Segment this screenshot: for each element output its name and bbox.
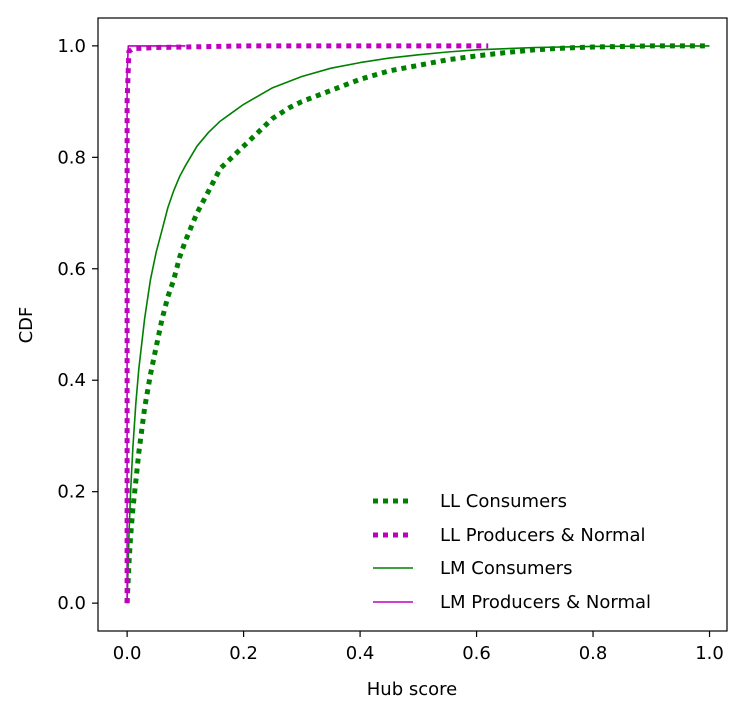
series-line-ll-producers-normal xyxy=(124,43,489,604)
x-axis-label: Hub score xyxy=(367,679,457,700)
y-tick-label: 0.0 xyxy=(57,593,86,614)
series-layer xyxy=(124,43,710,604)
y-axis-label: CDF xyxy=(16,307,37,344)
legend-label-lm-consumers: LM Consumers xyxy=(440,558,572,579)
legend-label-ll-producers-normal: LL Producers & Normal xyxy=(440,525,646,546)
y-tick-label: 0.6 xyxy=(57,259,86,280)
y-tick-label: 1.0 xyxy=(57,36,86,57)
y-tick-label: 0.2 xyxy=(57,482,86,503)
x-tick-label: 0.2 xyxy=(229,643,258,664)
legend-label-lm-producers-normal: LM Producers & Normal xyxy=(440,592,651,613)
series-line-lm-consumers xyxy=(126,45,710,604)
ticks-layer: 0.0 0.2 0.4 0.6 0.8 1.0 0.0 0.2 0.4 0.6 0.8 1.0 xyxy=(57,36,723,664)
y-tick-label: 0.4 xyxy=(57,370,86,391)
x-tick-label: 0.4 xyxy=(346,643,375,664)
series-line-ll-consumers xyxy=(124,43,710,604)
legend-label-ll-consumers: LL Consumers xyxy=(440,491,567,512)
legend: LL Consumers LL Producers & Normal LM Co… xyxy=(373,491,651,613)
y-tick-label: 0.8 xyxy=(57,147,86,168)
series-line-lm-producers-normal xyxy=(126,45,186,604)
x-tick-label: 0.8 xyxy=(579,643,608,664)
x-tick-label: 0.6 xyxy=(462,643,491,664)
x-tick-label: 0.0 xyxy=(113,643,142,664)
plot-frame xyxy=(97,17,728,632)
x-tick-label: 1.0 xyxy=(695,643,724,664)
